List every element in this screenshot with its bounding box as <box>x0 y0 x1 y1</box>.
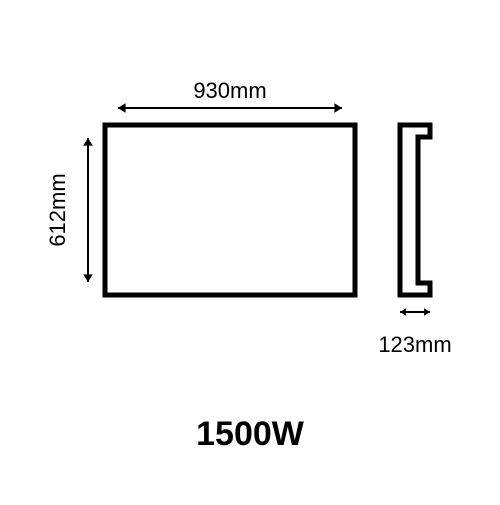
depth-dimension-label: 123mm <box>378 332 451 358</box>
width-dimension-label: 930mm <box>193 78 266 104</box>
height-dimension-label: 612mm <box>45 173 71 246</box>
wattage-label: 1500W <box>196 415 304 454</box>
